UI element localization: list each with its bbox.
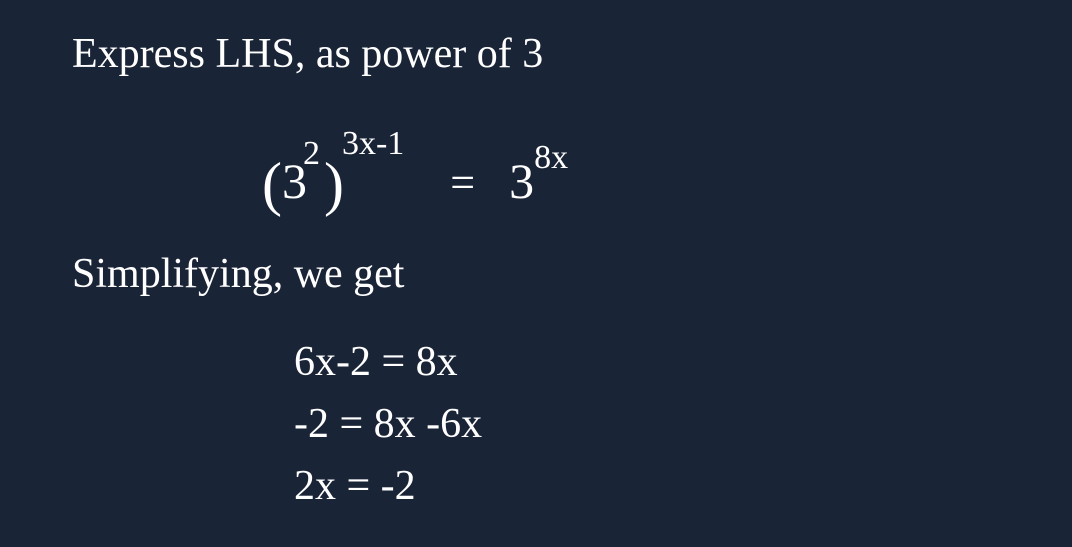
lhs-outer-exponent: 3x-1 [342,125,404,162]
instruction-line-2: Simplifying, we get [72,250,404,298]
simplify-step-1: 6x-2 = 8x [294,338,458,386]
rhs-exponent: 8x [534,139,568,176]
instruction-line-1: Express LHS, as power of 3 [72,30,543,78]
rhs-group: 38x [509,152,568,210]
equation-row: (32)3x-1 = 38x [262,100,568,210]
close-paren: ) [324,151,344,217]
math-slide: Express LHS, as power of 3 (32)3x-1 = 38… [0,0,1072,547]
lhs-group: (32)3x-1 [262,148,406,210]
simplify-step-2: -2 = 8x -6x [294,400,482,448]
lhs-inner-exponent: 2 [303,135,320,172]
simplify-step-3: 2x = -2 [294,462,416,510]
equals-sign: = [450,157,475,208]
rhs-base: 3 [509,153,534,209]
open-paren: ( [262,151,282,217]
